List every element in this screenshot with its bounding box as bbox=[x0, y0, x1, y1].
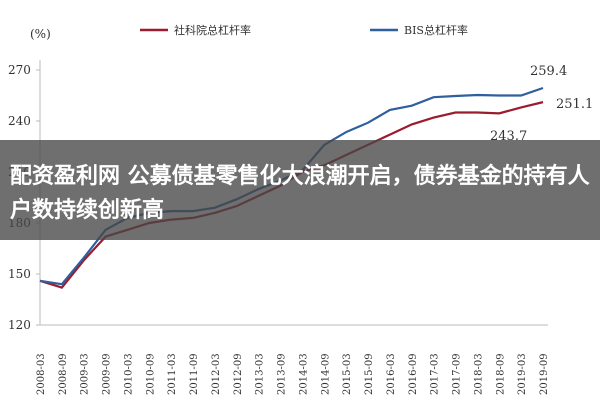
x-tick-label: 2019-03 bbox=[517, 353, 528, 395]
x-tick-label: 2015-09 bbox=[364, 353, 375, 395]
x-tick-label: 2018-09 bbox=[495, 353, 506, 395]
x-tick-label: 2014-09 bbox=[320, 353, 331, 395]
x-tick-label: 2009-09 bbox=[102, 353, 113, 395]
x-tick-label: 2019-09 bbox=[539, 353, 550, 395]
x-tick-label: 2017-03 bbox=[430, 353, 441, 395]
y-tick-label: 150 bbox=[8, 267, 31, 281]
x-tick-label: 2014-03 bbox=[298, 353, 309, 395]
legend-label: 社科院总杠杆率 bbox=[174, 23, 251, 37]
x-tick-label: 2008-09 bbox=[58, 353, 69, 395]
annotation: 259.4 bbox=[530, 64, 567, 79]
y-tick-label: 240 bbox=[8, 114, 31, 128]
y-tick-label: 120 bbox=[8, 318, 31, 332]
x-tick-label: 2012-09 bbox=[233, 353, 244, 395]
x-tick-label: 2010-03 bbox=[123, 353, 134, 395]
x-tick-label: 2013-03 bbox=[255, 353, 266, 395]
y-tick-label: 270 bbox=[8, 63, 31, 77]
x-tick-label: 2008-03 bbox=[36, 353, 47, 395]
x-tick-label: 2010-09 bbox=[145, 353, 156, 395]
x-tick-label: 2012-03 bbox=[211, 353, 222, 395]
x-tick-label: 2013-09 bbox=[277, 353, 288, 395]
x-tick-label: 2015-03 bbox=[342, 353, 353, 395]
x-tick-label: 2017-09 bbox=[452, 353, 463, 395]
x-tick-label: 2016-03 bbox=[386, 353, 397, 395]
x-tick-label: 2011-03 bbox=[167, 353, 178, 395]
unit-label: (%) bbox=[30, 27, 51, 41]
overlay-banner: 配资盈利网 公募债基零售化大浪潮开启，债券基金的持有人户数持续创新高 bbox=[0, 140, 600, 240]
x-tick-label: 2009-03 bbox=[80, 353, 91, 395]
legend-label: BIS总杠杆率 bbox=[404, 23, 468, 37]
x-tick-label: 2016-09 bbox=[408, 353, 419, 395]
annotation: 251.1 bbox=[556, 97, 593, 112]
x-tick-label: 2011-09 bbox=[189, 353, 200, 395]
x-tick-label: 2018-03 bbox=[473, 353, 484, 395]
